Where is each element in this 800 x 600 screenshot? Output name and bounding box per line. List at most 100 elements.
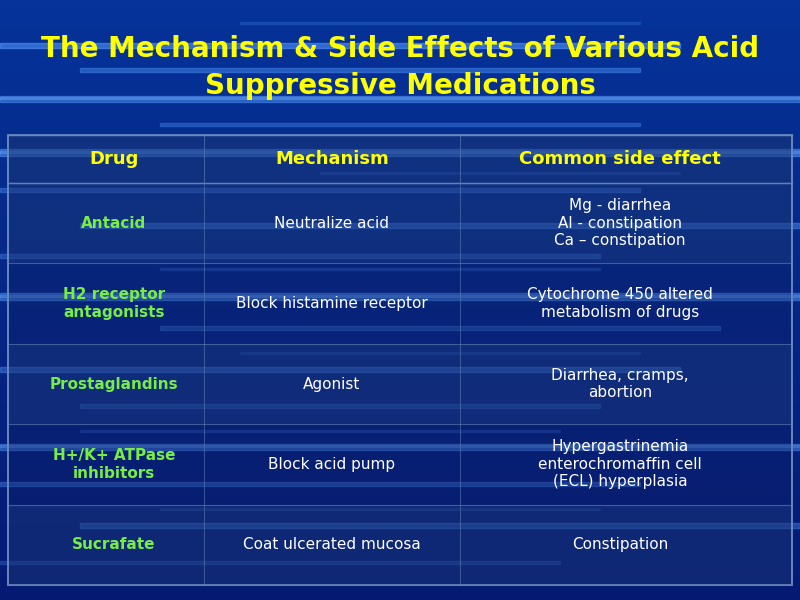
Bar [0, 0, 800, 7]
Bar [0, 43, 680, 48]
Bar [0, 487, 800, 495]
Bar [0, 225, 800, 232]
Bar [240, 22, 640, 24]
Bar [0, 295, 800, 297]
Bar [0, 427, 800, 435]
Bar [0, 270, 800, 277]
Bar [0, 367, 680, 372]
Bar [0, 97, 800, 99]
Bar [0, 75, 800, 82]
Bar [0, 180, 800, 187]
Bar [0, 22, 800, 30]
Text: Mechanism: Mechanism [275, 150, 389, 168]
Text: Mg - diarrhea
Al - constipation
Ca – constipation: Mg - diarrhea Al - constipation Ca – con… [554, 198, 686, 248]
Text: Diarrhea, cramps,
abortion: Diarrhea, cramps, abortion [551, 368, 689, 400]
Bar [8, 183, 792, 263]
Bar [0, 367, 800, 375]
Bar [0, 360, 800, 367]
Text: Agonist: Agonist [303, 377, 361, 391]
Bar [0, 390, 800, 397]
Bar [0, 315, 800, 323]
Bar [0, 525, 800, 533]
Bar [0, 255, 800, 263]
Bar [0, 135, 800, 142]
Bar [0, 563, 800, 570]
Bar [0, 405, 800, 413]
Bar [0, 555, 800, 563]
Bar [0, 443, 800, 450]
Bar [160, 123, 640, 126]
Bar [0, 337, 800, 345]
Bar [0, 570, 800, 577]
Text: The Mechanism & Side Effects of Various Acid
Suppressive Medications: The Mechanism & Side Effects of Various … [41, 35, 759, 100]
Bar [0, 240, 800, 247]
Bar [0, 450, 800, 457]
Bar [8, 135, 792, 585]
Bar [80, 430, 560, 432]
Bar [0, 413, 800, 420]
Bar [0, 113, 800, 120]
Bar [160, 508, 600, 510]
Text: Prostaglandins: Prostaglandins [50, 377, 178, 391]
Bar [0, 97, 800, 105]
Bar [160, 268, 600, 270]
Bar [0, 585, 800, 593]
Text: Coat ulcerated mucosa: Coat ulcerated mucosa [243, 538, 421, 552]
Bar [0, 293, 800, 300]
Bar [0, 202, 800, 210]
Bar [0, 561, 560, 564]
Bar [0, 127, 800, 135]
Text: Hypergastrinemia
enterochromaffin cell
(ECL) hyperplasia: Hypergastrinemia enterochromaffin cell (… [538, 439, 702, 489]
Bar [320, 172, 680, 174]
Bar [0, 151, 800, 153]
Bar [0, 263, 800, 270]
Text: Sucrafate: Sucrafate [72, 538, 156, 552]
Bar [0, 457, 800, 465]
Text: H2 receptor
antagonists: H2 receptor antagonists [63, 287, 165, 320]
Bar [0, 149, 800, 156]
Bar [80, 404, 600, 408]
Text: Drug: Drug [90, 150, 138, 168]
Bar [0, 173, 800, 180]
Bar [0, 285, 800, 292]
Bar [0, 383, 800, 390]
Bar [0, 7, 800, 15]
Bar [8, 424, 792, 505]
Text: Block acid pump: Block acid pump [269, 457, 395, 472]
Bar [0, 307, 800, 315]
Bar [0, 435, 800, 443]
Bar [0, 323, 800, 330]
Bar [0, 142, 800, 150]
Bar [8, 135, 792, 183]
Bar [0, 517, 800, 525]
Bar [0, 495, 800, 503]
Bar [0, 593, 800, 600]
Bar [0, 533, 800, 540]
Text: Antacid: Antacid [82, 216, 146, 231]
Text: H+/K+ ATPase
inhibitors: H+/K+ ATPase inhibitors [53, 448, 175, 481]
Bar [0, 188, 640, 192]
Bar [0, 420, 800, 427]
Bar [0, 150, 800, 157]
Text: Neutralize acid: Neutralize acid [274, 216, 390, 231]
Bar [0, 445, 800, 447]
Bar [0, 37, 800, 45]
Text: Common side effect: Common side effect [519, 150, 721, 168]
Bar [0, 292, 800, 300]
Bar [0, 277, 800, 285]
Bar [0, 577, 800, 585]
Bar [0, 45, 800, 52]
Bar [240, 352, 640, 354]
Bar [0, 195, 800, 202]
Bar [0, 217, 800, 225]
Bar [0, 96, 800, 102]
Bar [0, 232, 800, 240]
Bar [0, 444, 800, 450]
Bar [8, 505, 792, 585]
Bar [0, 510, 800, 517]
Bar [0, 105, 800, 113]
Text: Block histamine receptor: Block histamine receptor [236, 296, 428, 311]
Bar [0, 210, 800, 217]
Bar [0, 540, 800, 547]
Bar [0, 345, 800, 352]
